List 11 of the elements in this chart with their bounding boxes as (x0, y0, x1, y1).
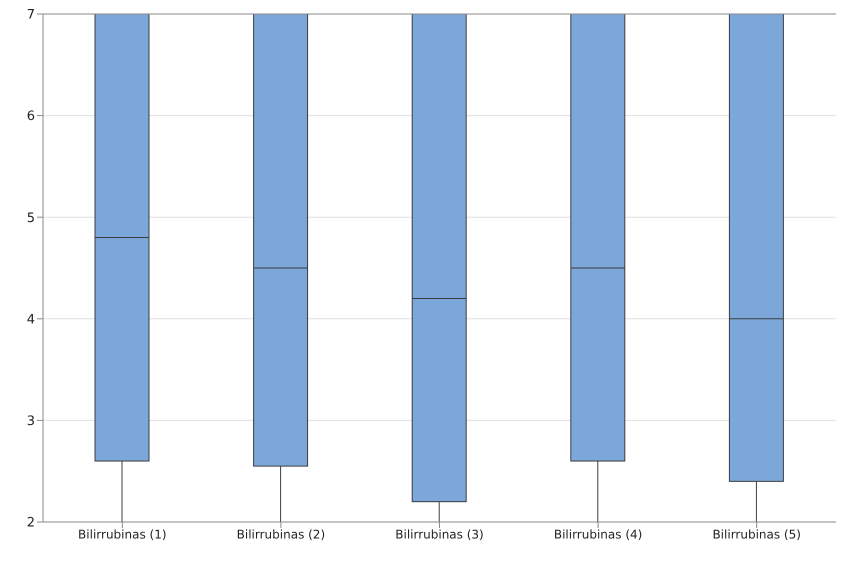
y-tick-label: 2 (26, 516, 35, 531)
y-tick-label: 4 (26, 312, 35, 328)
x-tick-label: Bilirrubinas (5) (712, 528, 801, 542)
x-tick-label: Bilirrubinas (3) (395, 528, 484, 542)
y-tick-label: 3 (26, 414, 35, 430)
x-tick-label: Bilirrubinas (2) (236, 528, 326, 542)
y-tick-label: 7 (26, 8, 35, 23)
x-tick-label: Bilirrubinas (4) (554, 528, 642, 542)
y-tick-label: 5 (26, 210, 35, 226)
x-tick-label: Bilirrubinas (1) (78, 528, 167, 542)
y-tick-label: 6 (26, 109, 35, 124)
